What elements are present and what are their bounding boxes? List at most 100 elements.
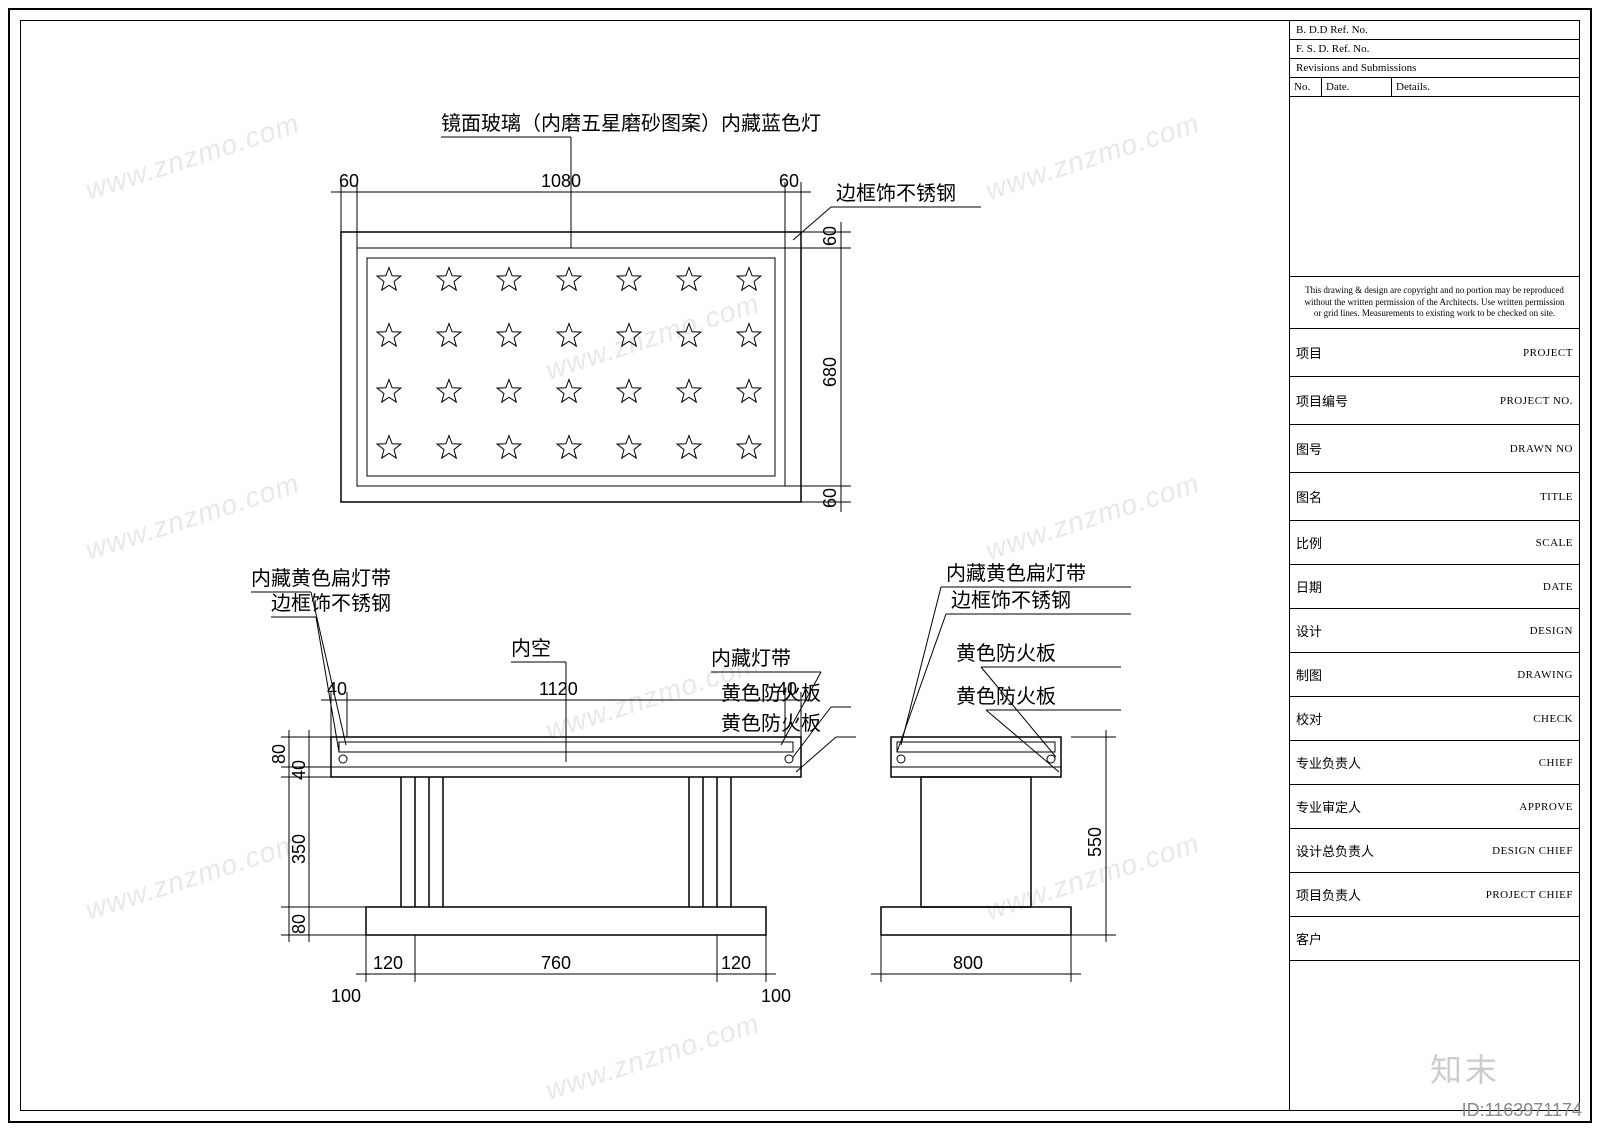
svg-text:60: 60 [339, 171, 359, 191]
svg-text:内藏灯带: 内藏灯带 [711, 647, 791, 670]
svg-text:1120: 1120 [539, 679, 578, 699]
tb-right: DATE [1543, 581, 1573, 593]
star-icon [377, 324, 401, 347]
tb-left: 图号 [1296, 439, 1322, 458]
tb-row-5: 日期 DATE [1290, 565, 1579, 609]
tb-revisions-title: Revisions and Submissions [1290, 59, 1579, 78]
tb-row-1: 项目编号 PROJECT NO. [1290, 377, 1579, 425]
tb-copyright: This drawing & design are copyright and … [1290, 277, 1579, 329]
tb-ref2: F. S. D. Ref. No. [1290, 40, 1579, 59]
tb-left: 项目编号 [1296, 391, 1348, 410]
tb-right: DRAWN NO [1510, 443, 1573, 455]
tb-row-2: 图号 DRAWN NO [1290, 425, 1579, 473]
svg-text:80: 80 [289, 914, 309, 934]
tb-right: SCALE [1536, 537, 1573, 549]
drawing-svg: 60 1080 60 60 680 60 镜面玻璃（内磨五星磨砂图案）内藏蓝色灯… [21, 21, 1289, 1110]
star-pattern [377, 268, 761, 459]
svg-text:黄色防火板: 黄色防火板 [956, 685, 1056, 708]
tb-right: DRAWING [1517, 669, 1573, 681]
tb-right: PROJECT NO. [1500, 395, 1573, 407]
tb-left: 项目负责人 [1296, 885, 1361, 904]
tb-row-8: 校对 CHECK [1290, 697, 1579, 741]
tb-row-0: 项目 PROJECT [1290, 329, 1579, 377]
tb-row-10: 专业审定人 APPROVE [1290, 785, 1579, 829]
svg-text:40: 40 [327, 679, 347, 699]
svg-text:100: 100 [331, 986, 361, 1006]
tb-left: 制图 [1296, 665, 1322, 684]
tb-left: 设计 [1296, 621, 1322, 640]
svg-text:黄色防火板: 黄色防火板 [956, 642, 1056, 665]
leader-front-left: 内藏黄色扁灯带 边框饰不锈钢 [251, 567, 391, 752]
star-icon [437, 380, 461, 403]
tb-ref1: B. D.D Ref. No. [1290, 21, 1579, 40]
tb-left: 日期 [1296, 577, 1322, 596]
svg-text:黄色防火板: 黄色防火板 [721, 682, 821, 705]
tb-right: PROJECT [1523, 347, 1573, 359]
tb-right: APPROVE [1519, 801, 1573, 813]
svg-text:黄色防火板: 黄色防火板 [721, 712, 821, 735]
drawing-area: 60 1080 60 60 680 60 镜面玻璃（内磨五星磨砂图案）内藏蓝色灯… [21, 21, 1289, 1110]
star-icon [737, 380, 761, 403]
tb-right: DESIGN CHIEF [1492, 845, 1573, 857]
tb-left: 图名 [1296, 487, 1322, 506]
tb-row-13: 客户 [1290, 917, 1579, 961]
tb-col-date: Date. [1322, 78, 1392, 96]
svg-text:边框饰不锈钢: 边框饰不锈钢 [836, 182, 956, 205]
star-icon [737, 324, 761, 347]
tb-left: 项目 [1296, 343, 1322, 362]
tb-left: 校对 [1296, 709, 1322, 728]
tb-right: DESIGN [1530, 625, 1573, 637]
star-icon [617, 324, 641, 347]
svg-text:120: 120 [373, 953, 403, 973]
svg-text:镜面玻璃（内磨五星磨砂图案）内藏蓝色灯: 镜面玻璃（内磨五星磨砂图案）内藏蓝色灯 [441, 112, 821, 135]
tb-right: TITLE [1540, 491, 1573, 503]
tb-right: CHECK [1533, 713, 1573, 725]
svg-text:1080: 1080 [541, 171, 581, 191]
dim-right: 60 680 60 [785, 222, 851, 512]
svg-text:120: 120 [721, 953, 751, 973]
tb-row-9: 专业负责人CHIEF [1290, 741, 1579, 785]
watermark-logo: 知末 [1430, 1045, 1500, 1091]
plan-glass [367, 258, 775, 476]
star-icon [617, 380, 641, 403]
svg-text:边框饰不锈钢: 边框饰不锈钢 [951, 589, 1071, 612]
leader-front-right: 内藏灯带 黄色防火板 黄色防火板 [711, 647, 856, 772]
star-icon [497, 380, 521, 403]
tb-row-6: 设计 DESIGN [1290, 609, 1579, 653]
tb-revision-cols: No. Date. Details. [1290, 78, 1579, 97]
svg-text:边框饰不锈钢: 边框饰不锈钢 [271, 592, 391, 615]
side-elevation [881, 737, 1071, 935]
front-elevation [331, 737, 801, 935]
star-icon [557, 436, 581, 459]
plan-inner-frame [357, 248, 785, 486]
star-icon [497, 436, 521, 459]
leader-top-mirror: 镜面玻璃（内磨五星磨砂图案）内藏蓝色灯 [441, 112, 821, 248]
star-icon [377, 380, 401, 403]
tb-row-7: 制图 DRAWING [1290, 653, 1579, 697]
svg-text:60: 60 [820, 226, 840, 246]
title-block: B. D.D Ref. No. F. S. D. Ref. No. Revisi… [1289, 21, 1579, 1110]
star-icon [437, 268, 461, 291]
tb-right: CHIEF [1539, 757, 1573, 769]
star-icon [677, 324, 701, 347]
star-icon [677, 436, 701, 459]
star-icon [557, 380, 581, 403]
star-icon [677, 380, 701, 403]
svg-text:800: 800 [953, 953, 983, 973]
star-icon [437, 436, 461, 459]
tb-row-11: 设计总负责人 DESIGN CHIEF [1290, 829, 1579, 873]
svg-text:680: 680 [820, 357, 840, 387]
tb-row-3: 图名 TITLE [1290, 473, 1579, 521]
tb-row-4: 比例SCALE [1290, 521, 1579, 565]
svg-text:60: 60 [779, 171, 799, 191]
tb-left: 设计总负责人 [1296, 841, 1374, 860]
svg-text:100: 100 [761, 986, 791, 1006]
svg-text:内藏黄色扁灯带: 内藏黄色扁灯带 [946, 562, 1086, 585]
svg-text:内藏黄色扁灯带: 内藏黄色扁灯带 [251, 567, 391, 590]
tb-col-details: Details. [1392, 78, 1579, 96]
tb-left: 客户 [1296, 929, 1322, 948]
dim-front-left: 80 40 350 80 [269, 730, 366, 942]
star-icon [617, 436, 641, 459]
tb-col-no: No. [1290, 78, 1322, 96]
tb-left: 专业审定人 [1296, 797, 1361, 816]
